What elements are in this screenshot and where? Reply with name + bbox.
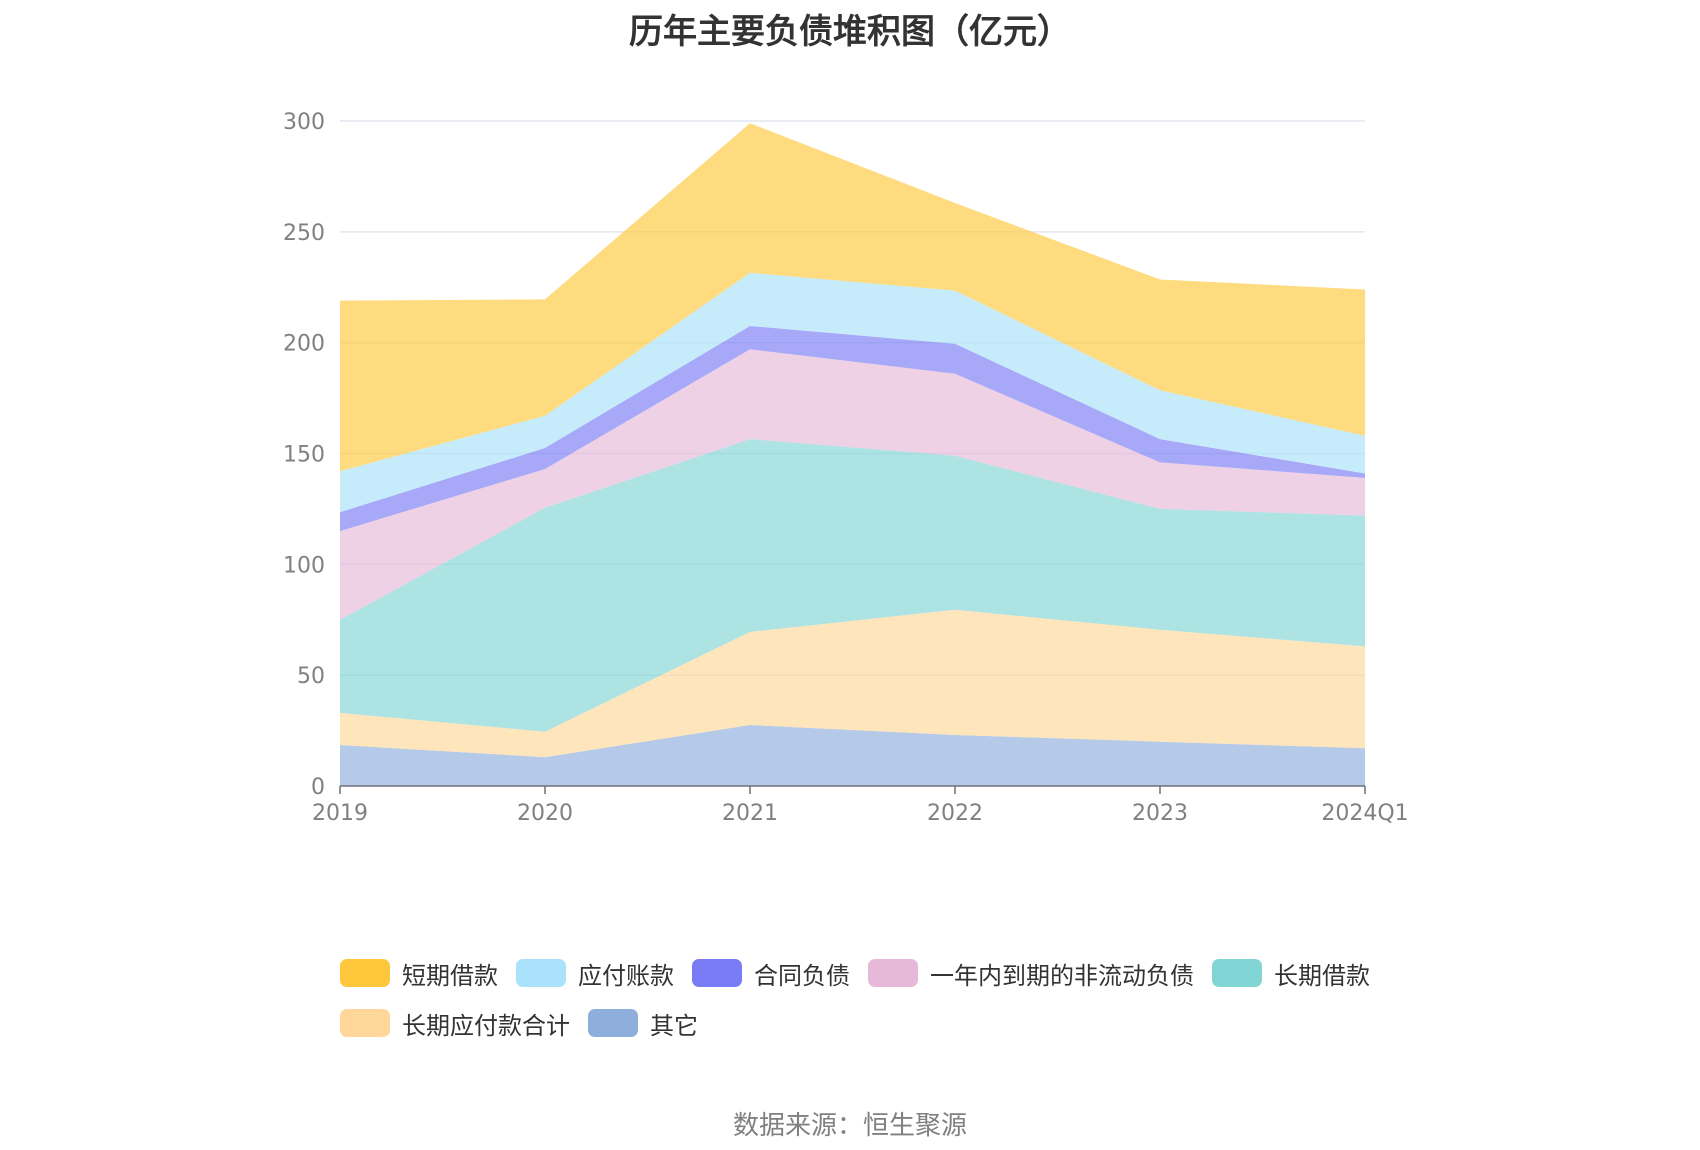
area-series-0	[340, 725, 1365, 786]
legend-swatch	[868, 959, 918, 987]
y-tick-label: 0	[311, 775, 325, 800]
legend-swatch	[516, 959, 566, 987]
legend-item[interactable]: 长期应付款合计	[340, 998, 570, 1048]
legend-item[interactable]: 短期借款	[340, 948, 498, 998]
y-tick-label: 100	[283, 553, 325, 578]
y-tick-label: 200	[283, 332, 325, 357]
y-tick-label: 250	[283, 221, 325, 246]
area-series-1	[340, 609, 1365, 758]
x-tick-label: 2021	[722, 801, 778, 826]
x-tick-label: 2022	[927, 801, 983, 826]
legend: 短期借款 应付账款 合同负债 一年内到期的非流动负债 长期借款长期应付款合计 其它	[340, 948, 1440, 1048]
legend-item[interactable]: 一年内到期的非流动负债	[868, 948, 1194, 998]
legend-label: 一年内到期的非流动负债	[930, 961, 1194, 990]
area-series-2	[340, 439, 1365, 732]
x-tick-label: 2019	[312, 801, 368, 826]
y-tick-label: 300	[283, 110, 325, 135]
legend-label: 其它	[650, 1011, 698, 1040]
legend-label: 应付账款	[578, 961, 674, 990]
legend-swatch	[340, 959, 390, 987]
legend-label: 短期借款	[402, 961, 498, 990]
legend-swatch	[1212, 959, 1262, 987]
chart-title: 历年主要负债堆积图（亿元）	[629, 12, 1071, 52]
y-tick-label: 50	[297, 664, 325, 689]
legend-label: 合同负债	[754, 961, 850, 990]
legend-swatch	[340, 1009, 390, 1037]
legend-swatch	[692, 959, 742, 987]
area-series-layer	[340, 123, 1365, 786]
legend-item[interactable]: 长期借款	[1212, 948, 1370, 998]
stacked-area-chart: 0 50 100 150 200 250 300 2019 2020 2021 2022 2023 20…	[283, 110, 1409, 826]
y-tick-label: 150	[283, 443, 325, 468]
legend-label: 长期借款	[1274, 961, 1370, 990]
area-series-3	[340, 349, 1365, 620]
area-series-5	[340, 272, 1365, 513]
area-series-6	[340, 123, 1365, 472]
legend-item[interactable]: 应付账款	[516, 948, 674, 998]
x-tick-label: 2024Q1	[1321, 801, 1408, 826]
x-tick-label: 2023	[1132, 801, 1188, 826]
axes	[339, 785, 1366, 794]
x-tick-label: 2020	[517, 801, 573, 826]
legend-item[interactable]: 合同负债	[692, 948, 850, 998]
legend-swatch	[588, 1009, 638, 1037]
data-source-note: 数据来源：恒生聚源	[732, 1111, 967, 1141]
legend-label: 长期应付款合计	[402, 1011, 570, 1040]
tick-labels: 0 50 100 150 200 250 300 2019 2020 2021 2022 2023 20…	[283, 110, 1409, 826]
legend-item[interactable]: 其它	[588, 998, 698, 1048]
